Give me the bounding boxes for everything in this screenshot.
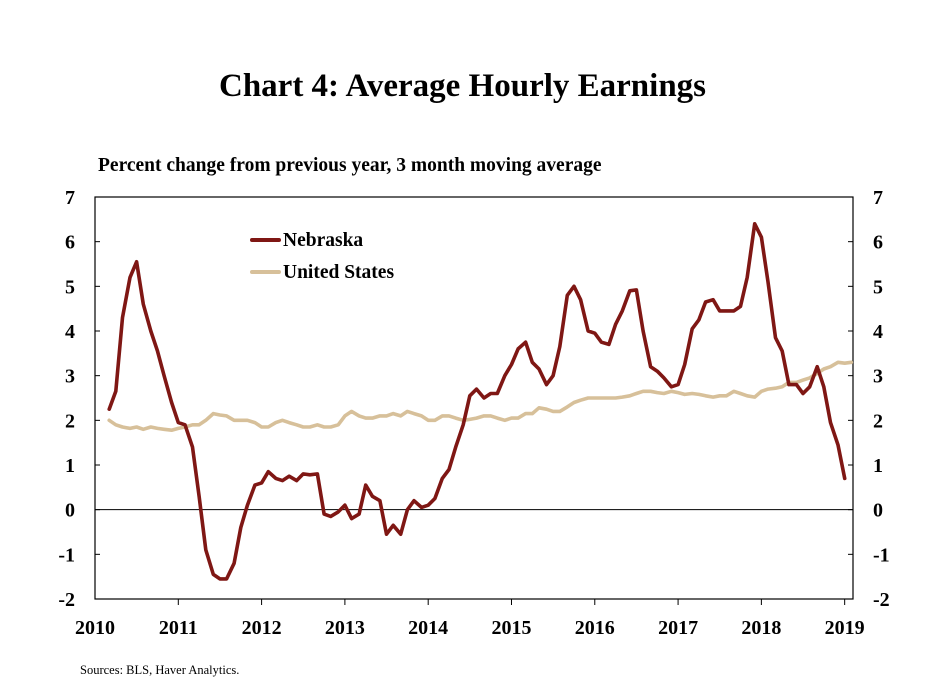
y-tick-label-left: 5 xyxy=(65,276,75,298)
x-tick-label: 2018 xyxy=(741,617,781,639)
y-tick-label-left: 4 xyxy=(65,321,75,343)
source-note: Sources: BLS, Haver Analytics. xyxy=(80,663,240,677)
y-tick-label-left: -2 xyxy=(58,589,75,611)
legend: Nebraska United States xyxy=(250,230,394,283)
x-tick-label: 2016 xyxy=(575,617,615,639)
y-tick-label-left: 1 xyxy=(65,455,75,477)
series-line-united-states xyxy=(107,360,854,432)
y-tick-label-left: 3 xyxy=(65,366,75,388)
y-tick-label-right: 3 xyxy=(873,366,883,388)
y-tick-label-right: 2 xyxy=(873,410,883,432)
y-tick-label-left: 0 xyxy=(65,500,75,522)
y-tick-label-right: -2 xyxy=(873,589,890,611)
x-tick-label: 2011 xyxy=(159,617,198,639)
y-tick-label-right: 4 xyxy=(873,321,883,343)
y-tick-label-left: -1 xyxy=(58,544,75,566)
y-tick-label-left: 2 xyxy=(65,410,75,432)
y-tick-label-right: 0 xyxy=(873,500,883,522)
plot-frame: -2 -2 -1 -1 0 0 1 1 2 2 3 3 4 4 5 5 6 6 7 7 2010 2011 2012 2013… xyxy=(58,187,889,639)
series-layer xyxy=(107,222,854,581)
chart-subtitle: Percent change from previous year, 3 mon… xyxy=(98,155,602,176)
y-tick-label-right: -1 xyxy=(873,544,890,566)
legend-label: Nebraska xyxy=(283,230,363,251)
x-tick-label: 2013 xyxy=(325,617,365,639)
y-tick-label-right: 6 xyxy=(873,232,883,254)
y-tick-label-right: 5 xyxy=(873,276,883,298)
y-tick-label-right: 1 xyxy=(873,455,883,477)
x-tick-label: 2019 xyxy=(825,617,865,639)
x-tick-label: 2017 xyxy=(658,617,698,639)
legend-label: United States xyxy=(283,262,394,283)
x-tick-label: 2012 xyxy=(242,617,282,639)
plot-border xyxy=(94,196,854,600)
y-tick-label-left: 7 xyxy=(65,187,75,209)
chart-title: Chart 4: Average Hourly Earnings xyxy=(218,68,707,104)
x-tick-label: 2014 xyxy=(408,617,448,639)
x-tick-label: 2010 xyxy=(75,617,115,639)
y-tick-label-right: 7 xyxy=(873,187,883,209)
x-tick-label: 2015 xyxy=(491,617,531,639)
y-tick-label-left: 6 xyxy=(65,232,75,254)
series-line-nebraska xyxy=(107,222,847,581)
